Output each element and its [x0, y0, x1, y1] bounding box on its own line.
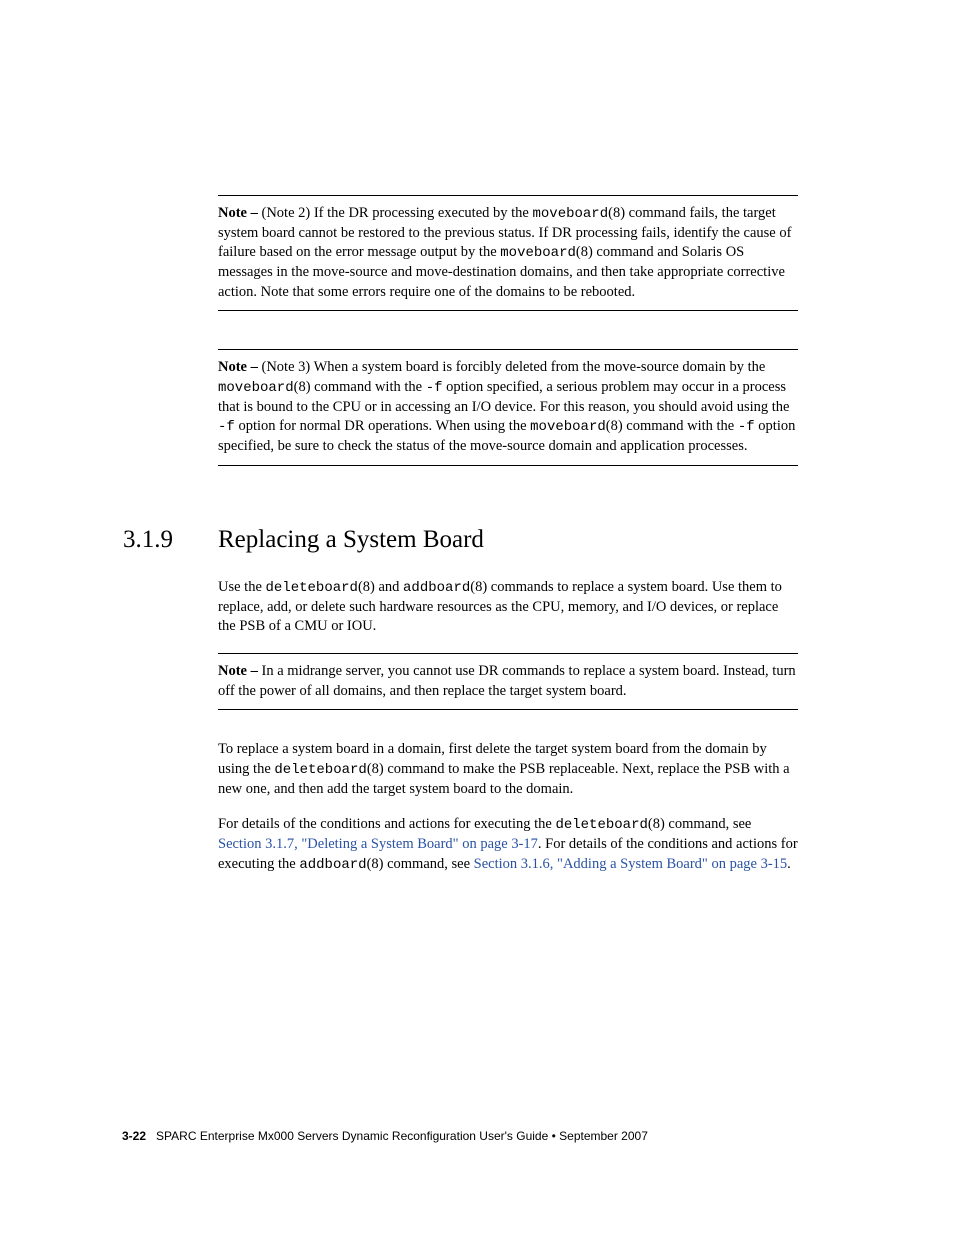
code-flag-f: -f [218, 419, 235, 435]
note-label: Note – [218, 205, 258, 221]
body-paragraph-3: For details of the conditions and action… [218, 815, 798, 874]
code-addboard: addboard [403, 580, 470, 596]
note-block-1: Note – (Note 2) If the DR processing exe… [218, 195, 798, 311]
code-flag-f: -f [738, 419, 755, 435]
footer-page-number: 3-22 [122, 1129, 146, 1143]
code-flag-f: -f [426, 380, 443, 396]
note-label: Note – [218, 359, 258, 375]
note-text-part: (Note 2) If the DR processing executed b… [258, 205, 533, 221]
note-block-2: Note – (Note 3) When a system board is f… [218, 349, 798, 465]
code-moveboard: moveboard [218, 380, 294, 396]
para-text: For details of the conditions and action… [218, 816, 555, 832]
page-content: Note – (Note 2) If the DR processing exe… [218, 195, 798, 890]
note-text-part: (8) command with the [606, 418, 738, 434]
note-text-part: In a midrange server, you cannot use DR … [218, 663, 796, 699]
page-footer: 3-22 SPARC Enterprise Mx000 Servers Dyna… [122, 1129, 648, 1143]
note-text-part: (8) command with the [294, 379, 426, 395]
para-text: (8) and [358, 579, 403, 595]
section-title: Replacing a System Board [218, 526, 484, 554]
body-paragraph-2: To replace a system board in a domain, f… [218, 740, 798, 799]
para-text: . [787, 856, 791, 872]
link-adding-section[interactable]: Section 3.1.6, "Adding a System Board" o… [474, 856, 787, 872]
code-deleteboard: deleteboard [555, 817, 647, 833]
code-moveboard: moveboard [500, 245, 576, 261]
code-addboard: addboard [299, 857, 366, 873]
note-block-3: Note – In a midrange server, you cannot … [218, 653, 798, 710]
body-paragraph-1: Use the deleteboard(8) and addboard(8) c… [218, 578, 798, 637]
footer-title: SPARC Enterprise Mx000 Servers Dynamic R… [156, 1129, 648, 1143]
section-number: 3.1.9 [123, 526, 218, 554]
code-deleteboard: deleteboard [274, 762, 366, 778]
link-deleting-section[interactable]: Section 3.1.7, "Deleting a System Board"… [218, 836, 538, 852]
note-text-part: (Note 3) When a system board is forcibly… [258, 359, 766, 375]
para-text: Use the [218, 579, 266, 595]
note-label: Note – [218, 663, 258, 679]
note-2-text: Note – (Note 3) When a system board is f… [218, 358, 798, 456]
note-1-text: Note – (Note 2) If the DR processing exe… [218, 204, 798, 302]
code-moveboard: moveboard [530, 419, 606, 435]
section-heading: 3.1.9 Replacing a System Board [123, 526, 798, 554]
code-deleteboard: deleteboard [266, 580, 358, 596]
note-text-part: option for normal DR operations. When us… [235, 418, 530, 434]
note-3-text: Note – In a midrange server, you cannot … [218, 662, 798, 701]
para-text: (8) command, see [367, 856, 474, 872]
code-moveboard: moveboard [532, 206, 608, 222]
para-text: (8) command, see [648, 816, 751, 832]
